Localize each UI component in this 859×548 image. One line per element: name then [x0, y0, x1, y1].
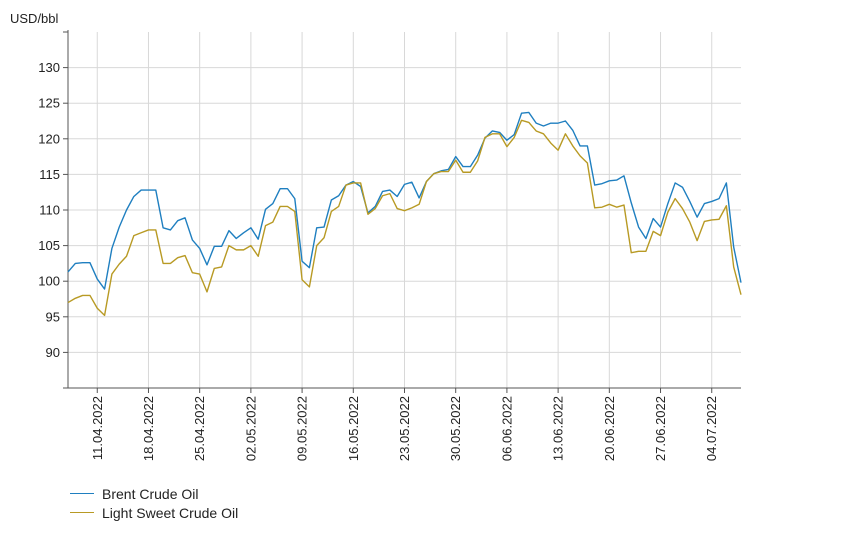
legend-item-brent: Brent Crude Oil	[70, 484, 238, 503]
y-tick-label: 120	[38, 131, 60, 146]
legend-swatch-brent	[70, 493, 94, 494]
legend-item-light-sweet: Light Sweet Crude Oil	[70, 503, 238, 522]
legend: Brent Crude Oil Light Sweet Crude Oil	[70, 484, 238, 522]
series-line-1	[67, 119, 742, 317]
x-tick-label: 02.05.2022	[243, 396, 258, 461]
y-tick-label: 105	[38, 238, 60, 253]
legend-label-brent: Brent Crude Oil	[102, 485, 199, 502]
y-tick-label: 125	[38, 96, 60, 111]
y-tick-label: 90	[46, 345, 60, 360]
series-line-0	[67, 111, 742, 290]
x-tick-label: 16.05.2022	[346, 396, 361, 461]
x-tick-label: 13.06.2022	[551, 396, 566, 461]
legend-label-light-sweet: Light Sweet Crude Oil	[102, 504, 239, 521]
axes	[67, 30, 741, 389]
x-tick-label: 23.05.2022	[397, 396, 412, 461]
x-tick-label: 30.05.2022	[448, 396, 463, 461]
legend-swatch-light-sweet	[70, 512, 94, 513]
x-tick-label: 20.06.2022	[602, 396, 617, 461]
x-tick-label: 18.04.2022	[141, 396, 156, 461]
x-tick-label: 04.07.2022	[704, 396, 719, 461]
y-tick-label: 130	[38, 60, 60, 75]
y-axis-ticks: 90 95 100 105 110 115 120 125 130	[38, 31, 68, 389]
y-tick-label: 100	[38, 274, 60, 289]
x-tick-label: 06.06.2022	[499, 396, 514, 461]
x-axis-ticks: 11.04.2022 18.04.2022 25.04.2022 02.05.2022…	[90, 388, 719, 461]
x-tick-label: 09.05.2022	[295, 396, 310, 461]
y-axis-unit-label: USD/bbl	[10, 11, 59, 26]
x-tick-label: 11.04.2022	[90, 396, 105, 460]
gridlines	[68, 32, 741, 388]
x-tick-label: 25.04.2022	[192, 396, 207, 461]
y-tick-label: 95	[46, 309, 60, 324]
y-tick-label: 110	[39, 203, 60, 218]
x-tick-label: 27.06.2022	[653, 396, 668, 461]
y-tick-label: 115	[39, 167, 60, 182]
series-lines	[67, 111, 742, 317]
